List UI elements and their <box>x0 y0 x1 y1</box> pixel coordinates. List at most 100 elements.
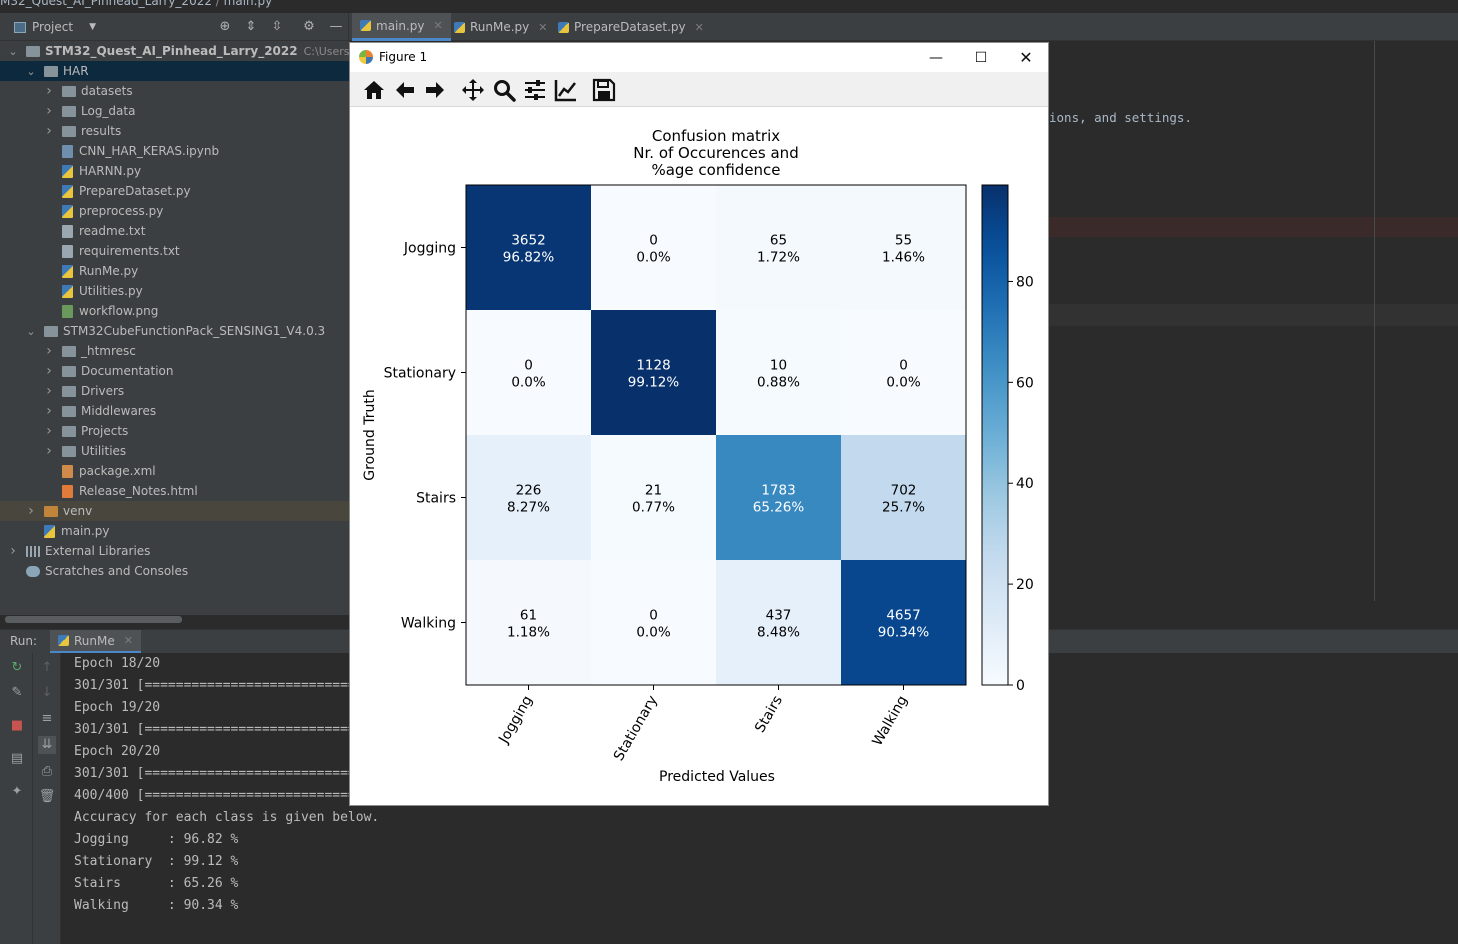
tree-item-datasets[interactable]: › datasets <box>0 81 349 101</box>
tree-item-drivers[interactable]: › Drivers <box>0 381 349 401</box>
folder-icon <box>44 325 58 337</box>
back-arrow-icon[interactable] <box>393 78 417 102</box>
configure-subplots-icon[interactable] <box>523 78 547 102</box>
rerun-icon[interactable]: ↻ <box>11 660 23 675</box>
heatmap-cell <box>466 560 592 686</box>
forward-arrow-icon[interactable] <box>423 78 447 102</box>
python-file-icon <box>62 204 73 218</box>
heatmap-cell <box>591 560 717 686</box>
chevron-right-icon[interactable]: › <box>28 503 34 519</box>
tab-preparedataset-py[interactable]: PrepareDataset.py ✕ <box>550 13 712 41</box>
tree-item-stm32-quest-ai-pinhead-larry-2022[interactable]: ⌄ STM32_Quest_AI_Pinhead_Larry_2022 C:\Use… <box>0 41 373 61</box>
maximize-icon[interactable]: ☐ <box>974 50 988 66</box>
html-file-icon <box>62 484 73 498</box>
tree-item-runme-py[interactable]: RunMe.py <box>0 261 349 281</box>
minimize-icon[interactable]: — <box>929 50 943 66</box>
tree-item-requirements-txt[interactable]: requirements.txt <box>0 241 349 261</box>
chevron-right-icon[interactable]: › <box>46 363 52 379</box>
chevron-right-icon[interactable]: › <box>10 543 16 559</box>
edit-axis-icon[interactable] <box>554 78 578 102</box>
arrow-up-icon[interactable]: ↑ <box>41 660 53 675</box>
tree-item-label: main.py <box>61 524 110 538</box>
collapse-all-icon[interactable]: ⇳ <box>271 19 283 34</box>
layout-icon[interactable]: ▤ <box>10 751 24 766</box>
tree-item-workflow-png[interactable]: workflow.png <box>0 301 349 321</box>
folder-icon <box>62 405 76 417</box>
y-tick-label: Walking <box>401 616 456 632</box>
tree-item-utilities[interactable]: › Utilities <box>0 441 349 461</box>
tree-item--htmresc[interactable]: › _htmresc <box>0 341 349 361</box>
tree-item-label: Log_data <box>81 104 136 118</box>
close-icon[interactable]: ✕ <box>1019 48 1033 67</box>
window-title-project: M32_Quest_AI_Pinhead_Larry_2022 <box>0 0 212 8</box>
project-view-dropdown[interactable]: Project ▼ <box>14 18 96 36</box>
close-icon[interactable]: ✕ <box>433 19 443 32</box>
tree-item-release-notes-html[interactable]: Release_Notes.html <box>0 481 349 501</box>
tree-item-utilities-py[interactable]: Utilities.py <box>0 281 349 301</box>
soft-wrap-icon[interactable]: ≡ <box>41 711 53 726</box>
trash-icon[interactable]: 🗑 <box>38 789 56 804</box>
tree-item-readme-txt[interactable]: readme.txt <box>0 221 349 241</box>
tree-item-external-libraries[interactable]: › External Libraries <box>0 541 349 561</box>
tree-item-label: Utilities <box>81 444 127 458</box>
chevron-down-icon[interactable]: ⌄ <box>26 324 36 338</box>
tree-item-venv[interactable]: › venv <box>0 501 349 521</box>
gear-icon[interactable]: ⚙ <box>303 19 315 34</box>
chevron-right-icon[interactable]: › <box>46 123 52 139</box>
tree-item-stm32cubefunctionpack-sensing1-v4-0-3[interactable]: ⌄ STM32CubeFunctionPack_SENSING1_V4.0.3 <box>0 321 349 341</box>
tree-item-preparedataset-py[interactable]: PrepareDataset.py <box>0 181 349 201</box>
scroll-to-end-icon[interactable]: ⇊ <box>38 736 56 754</box>
run-tab-label: RunMe <box>74 633 115 648</box>
chevron-down-icon[interactable]: ⌄ <box>8 44 18 58</box>
chevron-right-icon[interactable]: › <box>46 103 52 119</box>
tree-item-har[interactable]: ⌄ HAR <box>0 61 349 81</box>
tab-runme-py[interactable]: RunMe.py ✕ <box>446 13 556 41</box>
print-icon[interactable]: ⎙ <box>41 764 53 779</box>
cell-count-label: 1783 <box>761 483 795 499</box>
wrench-icon[interactable]: ✎ <box>11 685 23 700</box>
cell-percent-label: 1.18% <box>507 625 550 641</box>
colorbar-tick-label: 20 <box>1016 577 1034 593</box>
close-icon[interactable]: ✕ <box>538 20 548 34</box>
tree-horizontal-scrollbar[interactable] <box>5 616 182 623</box>
tree-item-harnn-py[interactable]: HARNN.py <box>0 161 349 181</box>
tree-item-results[interactable]: › results <box>0 121 349 141</box>
top-toolbar: Project ▼ ⊕ ⇕ ⇳ ⚙ — main.py ✕ RunMe.py ✕… <box>0 13 1458 41</box>
chevron-right-icon[interactable]: › <box>46 443 52 459</box>
home-icon[interactable] <box>362 78 386 102</box>
run-tab-runme[interactable]: RunMe ✕ <box>50 630 141 654</box>
chevron-right-icon[interactable]: › <box>46 403 52 419</box>
tab-main-py[interactable]: main.py ✕ <box>352 13 451 41</box>
stop-icon[interactable]: ■ <box>10 718 24 733</box>
tree-item-projects[interactable]: › Projects <box>0 421 349 441</box>
locate-file-icon[interactable]: ⊕ <box>219 19 231 34</box>
tree-item-cnn-har-keras-ipynb[interactable]: CNN_HAR_KERAS.ipynb <box>0 141 349 161</box>
chart-title-line: Confusion matrix <box>652 127 780 145</box>
chart-title-line: Nr. of Occurences and <box>633 144 798 162</box>
minimize-panel-icon[interactable]: — <box>329 19 343 34</box>
tree-item-main-py[interactable]: main.py <box>0 521 349 541</box>
cell-count-label: 0 <box>649 608 658 624</box>
zoom-icon[interactable] <box>492 78 516 102</box>
expand-all-icon[interactable]: ⇕ <box>245 19 257 34</box>
tree-item-scratches-and-consoles[interactable]: Scratches and Consoles <box>0 561 349 581</box>
chevron-right-icon[interactable]: › <box>46 83 52 99</box>
heatmap-cell <box>466 310 592 436</box>
pan-icon[interactable] <box>461 78 485 102</box>
tree-item-package-xml[interactable]: package.xml <box>0 461 349 481</box>
tree-item-documentation[interactable]: › Documentation <box>0 361 349 381</box>
arrow-down-icon[interactable]: ↓ <box>41 685 53 700</box>
chevron-right-icon[interactable]: › <box>46 423 52 439</box>
close-icon[interactable]: ✕ <box>123 634 133 647</box>
save-icon[interactable] <box>592 78 616 102</box>
tree-item-preprocess-py[interactable]: preprocess.py <box>0 201 349 221</box>
text-file-icon <box>62 224 73 238</box>
close-icon[interactable]: ✕ <box>694 20 704 34</box>
heatmap-cell <box>841 560 967 686</box>
chevron-right-icon[interactable]: › <box>46 343 52 359</box>
tree-item-log-data[interactable]: › Log_data <box>0 101 349 121</box>
chevron-down-icon[interactable]: ⌄ <box>26 64 36 78</box>
pin-icon[interactable]: ✦ <box>11 784 23 799</box>
chevron-right-icon[interactable]: › <box>46 383 52 399</box>
tree-item-middlewares[interactable]: › Middlewares <box>0 401 349 421</box>
